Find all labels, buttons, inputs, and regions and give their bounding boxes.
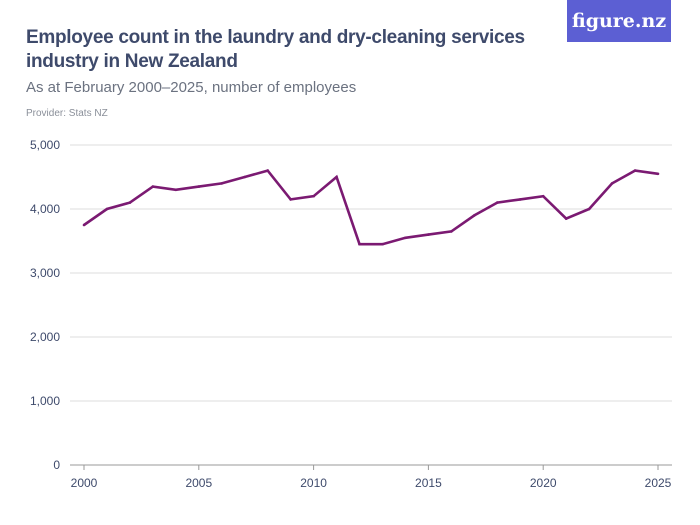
data-point bbox=[518, 198, 522, 201]
data-point bbox=[495, 201, 499, 204]
data-point bbox=[381, 242, 384, 246]
data-point bbox=[587, 207, 591, 211]
x-tick-label: 2020 bbox=[530, 476, 557, 490]
data-point bbox=[151, 185, 155, 188]
provider-label: Provider: Stats NZ bbox=[26, 108, 108, 119]
data-point bbox=[105, 207, 109, 211]
y-tick-label: 2,000 bbox=[30, 330, 60, 344]
x-tick-label: 2010 bbox=[300, 476, 327, 490]
data-point bbox=[220, 182, 224, 185]
chart-subtitle: As at February 2000–2025, number of empl… bbox=[26, 79, 357, 96]
data-point bbox=[610, 182, 614, 185]
data-point bbox=[289, 198, 292, 201]
data-point bbox=[450, 230, 453, 233]
data-point bbox=[335, 175, 338, 179]
x-tick-label: 2005 bbox=[185, 476, 212, 490]
data-point bbox=[266, 169, 269, 172]
y-tick-label: 5,000 bbox=[30, 138, 60, 152]
data-point bbox=[541, 194, 545, 198]
data-point bbox=[82, 223, 86, 227]
figure-nz-logo[interactable]: figure.nz bbox=[567, 0, 671, 42]
data-point bbox=[128, 201, 132, 204]
x-tick-label: 2025 bbox=[645, 476, 672, 490]
data-point bbox=[358, 242, 361, 246]
data-point bbox=[473, 214, 476, 217]
chart-title: Employee count in the laundry and dry-cl… bbox=[26, 27, 525, 72]
data-point bbox=[174, 188, 178, 192]
x-tick-label: 2000 bbox=[71, 476, 98, 490]
y-tick-label: 3,000 bbox=[30, 266, 60, 280]
data-point bbox=[656, 172, 660, 176]
y-tick-label: 1,000 bbox=[30, 394, 60, 408]
y-tick-label: 4,000 bbox=[30, 202, 60, 216]
data-point bbox=[312, 194, 315, 198]
data-point bbox=[243, 175, 247, 179]
data-point bbox=[427, 233, 430, 236]
data-point bbox=[197, 185, 201, 188]
series-line bbox=[83, 169, 659, 246]
y-tick-label: 0 bbox=[53, 458, 60, 472]
data-point bbox=[564, 217, 568, 220]
x-tick-label: 2015 bbox=[415, 476, 442, 490]
data-point bbox=[633, 169, 637, 172]
data-point bbox=[404, 236, 407, 240]
